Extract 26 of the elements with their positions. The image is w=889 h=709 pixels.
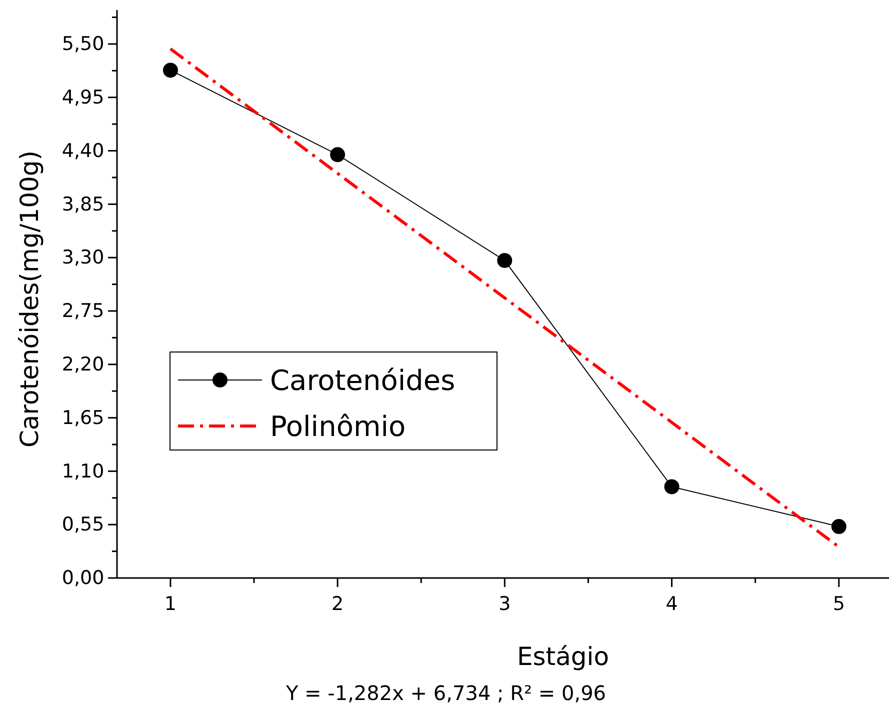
point (664, 479, 680, 494)
y-tick-label: 3,30 (62, 246, 104, 269)
y-tick-label: 1,65 (62, 406, 104, 429)
text: Y = -1,282x + 6,734 ; R² = 0,96 (284, 681, 606, 705)
y-tick-label: 2,20 (62, 353, 104, 376)
y-tick-label: 0,00 (62, 567, 104, 590)
point (162, 62, 178, 78)
x-axis-title: Estágio (516, 642, 610, 671)
x-tick-label: 5 (832, 592, 845, 615)
x-tick-label: 4 (666, 592, 678, 615)
x-tick-label: 2 (332, 592, 344, 615)
legend-label: Carotenóides (270, 364, 456, 397)
y-axis-title: Carotenóides(mg/100g) (15, 150, 44, 448)
y-tick-label: 4,40 (62, 140, 104, 162)
y-tick-label: 3,85 (62, 193, 104, 216)
y-tick-label: 4,95 (62, 86, 104, 108)
point (831, 519, 846, 534)
point (497, 253, 512, 268)
y-tick-label: 1,10 (62, 460, 104, 482)
x-tick-label: 3 (498, 592, 511, 615)
x-tick-label: 1 (164, 592, 177, 615)
legend-label: Polinômio (270, 410, 406, 443)
y-tick-label: 0,55 (62, 514, 104, 536)
point (330, 147, 346, 162)
y-tick-label: 5,50 (62, 33, 104, 56)
y-tick-label: 2,75 (62, 300, 104, 322)
